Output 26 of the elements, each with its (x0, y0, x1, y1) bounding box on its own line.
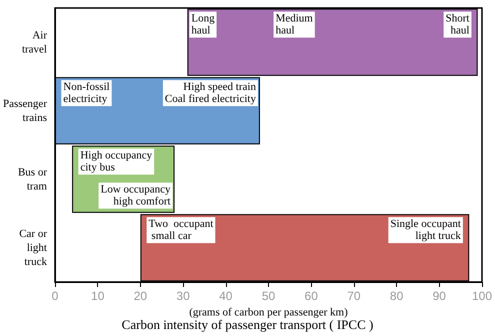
x-tick-label: 50 (262, 289, 276, 303)
annotation: Single occupant light truck (390, 218, 462, 242)
x-tick-label: 80 (390, 289, 404, 303)
annotation: Two occupant small car (148, 218, 214, 242)
y-tick-label: Passenger trains (2, 98, 48, 124)
x-tick-label: 0 (52, 289, 59, 303)
x-tick-label: 60 (304, 289, 318, 303)
annotation: High occupancy city bus (80, 150, 153, 174)
x-tick-label: 90 (432, 289, 446, 303)
annotation: Low occupancy high comfort (100, 184, 172, 208)
annotation: Non-fossil electricity (63, 81, 110, 106)
x-tick-label: 20 (134, 289, 148, 303)
annotation: Medium haul (276, 12, 314, 37)
x-tick-label: 30 (176, 289, 190, 303)
annotation: Long haul (191, 12, 216, 37)
x-tick-label: 70 (347, 289, 361, 303)
y-tick-label: Car or light truck (19, 228, 48, 268)
x-tick-label: 100 (472, 289, 492, 303)
y-tick-label: Air travel (22, 29, 48, 56)
annotation: Short haul (446, 12, 470, 37)
x-tick-label: 10 (91, 289, 105, 303)
text: Carbon intensity of passenger transport ( IPCC ) (122, 317, 374, 332)
annotation: High speed train Coal fired electricity (164, 81, 256, 106)
x-axis-title: (grams of carbon per passenger km) (189, 306, 348, 318)
x-tick-label: 40 (219, 289, 233, 303)
y-tick-label: Bus or tram (18, 166, 48, 192)
